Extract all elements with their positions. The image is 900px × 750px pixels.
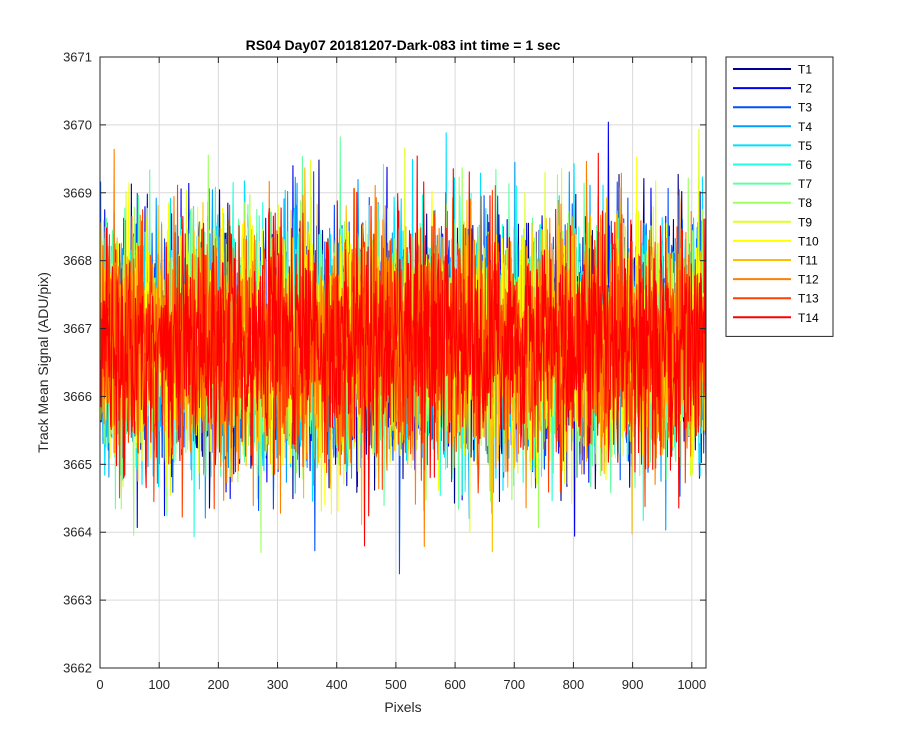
x-tick-label: 200 <box>208 677 230 692</box>
legend-label-t6: T6 <box>798 158 812 172</box>
legend-box <box>725 56 834 337</box>
axes: 0 100 200 300 400 500 600 700 800 900 1000 3662 3663… <box>63 50 707 692</box>
y-tick-label: 3667 <box>63 321 92 336</box>
x-axis-label: Pixels <box>384 699 421 715</box>
legend-label-t5: T5 <box>798 139 812 153</box>
x-tick-label: 600 <box>444 677 466 692</box>
y-tick-label: 3669 <box>63 185 92 200</box>
legend: T1 T2 T3 T4 T5 T6 T7 T8 T9 T10 T11 T12 T13 T14 <box>725 56 834 337</box>
x-tick-label: 1000 <box>677 677 706 692</box>
legend-label-t1: T1 <box>798 63 812 77</box>
chart-title: RS04 Day07 20181207-Dark-083 int time = … <box>246 37 561 53</box>
y-tick-label: 3670 <box>63 117 92 132</box>
y-tick-label: 3664 <box>63 525 92 540</box>
y-tick-label: 3665 <box>63 457 92 472</box>
x-tick-label: 300 <box>267 677 289 692</box>
legend-label-t10: T10 <box>798 234 819 248</box>
axes-box <box>99 56 707 669</box>
x-tick-label: 900 <box>622 677 644 692</box>
x-tick-label: 0 <box>96 677 103 692</box>
legend-label-t11: T11 <box>798 254 818 268</box>
legend-label-t8: T8 <box>798 196 812 210</box>
x-tick-label: 100 <box>148 677 170 692</box>
y-axis-label: Track Mean Signal (ADU/pix) <box>35 272 51 453</box>
legend-label-t13: T13 <box>798 292 819 306</box>
legend-label-t12: T12 <box>798 273 819 287</box>
x-tick-label: 700 <box>503 677 525 692</box>
x-tick-label: 400 <box>326 677 348 692</box>
legend-label-t14: T14 <box>798 311 819 325</box>
series-line-t14 <box>100 152 706 547</box>
x-tick-label: 800 <box>563 677 585 692</box>
y-tick-label: 3663 <box>63 593 92 608</box>
legend-label-t3: T3 <box>798 101 812 115</box>
y-tick-label: 3668 <box>63 253 92 268</box>
legend-label-t7: T7 <box>798 177 812 191</box>
y-tick-label: 3666 <box>63 389 92 404</box>
y-tick-label: 3671 <box>63 50 92 65</box>
legend-label-t2: T2 <box>798 82 812 96</box>
x-tick-label: 500 <box>385 677 407 692</box>
legend-label-t4: T4 <box>798 120 812 134</box>
y-tick-label: 3662 <box>63 661 92 676</box>
plot-area <box>100 121 706 575</box>
legend-label-t9: T9 <box>798 215 812 229</box>
